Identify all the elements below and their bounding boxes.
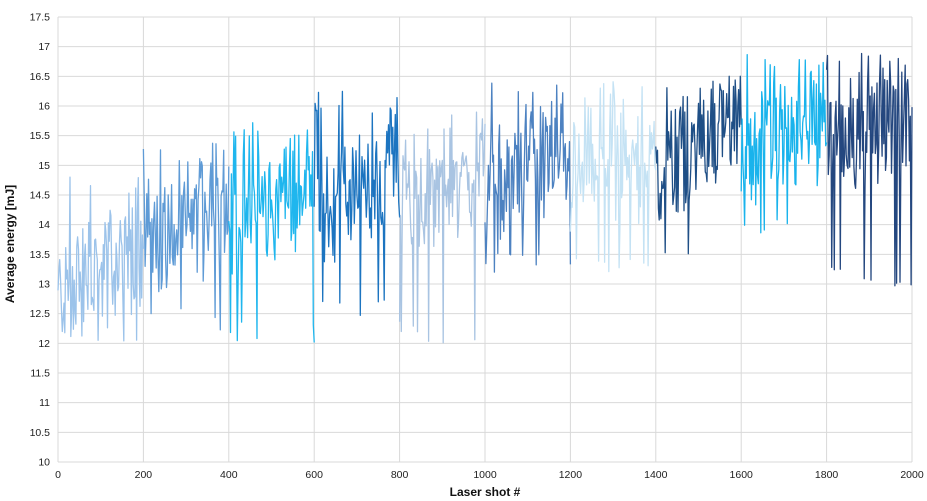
y-tick-label: 17.5 [30, 12, 51, 24]
y-tick-label: 10.5 [30, 427, 51, 439]
y-tick-label: 10 [38, 457, 50, 469]
energy-series-200-400 [142, 142, 230, 331]
x-tick-label: 0 [55, 469, 61, 481]
energy-series-1800-2000 [825, 52, 913, 287]
y-tick-label: 14.5 [30, 190, 51, 202]
x-tick-label: 2000 [900, 469, 924, 481]
energy-series-1400-1600 [655, 75, 742, 255]
x-tick-label: 1600 [730, 469, 754, 481]
y-tick-label: 15.5 [30, 130, 51, 142]
y-tick-label: 17 [38, 41, 50, 53]
y-tick-label: 13.5 [30, 249, 51, 261]
y-tick-label: 11.5 [30, 368, 50, 380]
energy-series-1600-1800 [740, 54, 828, 234]
x-tick-label: 1400 [644, 469, 668, 481]
energy-series-600-800 [313, 90, 401, 317]
x-tick-label: 800 [391, 469, 409, 481]
energy-series-0-200 [57, 176, 145, 342]
energy-series-1000-1200 [484, 82, 572, 273]
y-axis-title: Average energy [mJ] [3, 185, 17, 303]
y-tick-label: 16.5 [30, 71, 51, 83]
energy-series-800-1000 [398, 111, 486, 344]
x-tick-label: 1200 [559, 469, 583, 481]
y-tick-label: 15 [38, 160, 50, 172]
y-tick-label: 13 [38, 279, 50, 291]
x-tick-label: 200 [135, 469, 153, 481]
x-tick-label: 600 [305, 469, 323, 481]
y-tick-label: 12 [38, 338, 50, 350]
x-tick-label: 1000 [473, 469, 497, 481]
axis-layer: 10 10.5 11 11.5 12 12.5 13 13.5 14 14.5 15 15.5 16 16… [30, 12, 924, 482]
energy-series-400-600 [228, 122, 315, 343]
y-tick-label: 14 [38, 219, 50, 231]
series-layer [57, 52, 913, 344]
x-tick-label: 1800 [815, 469, 839, 481]
y-tick-label: 16 [38, 101, 50, 113]
x-axis-title: Laser shot # [450, 485, 521, 499]
energy-series-1200-1400 [569, 81, 657, 273]
y-tick-label: 11 [39, 397, 50, 409]
y-tick-label: 12.5 [30, 308, 51, 320]
x-tick-label: 400 [220, 469, 238, 481]
